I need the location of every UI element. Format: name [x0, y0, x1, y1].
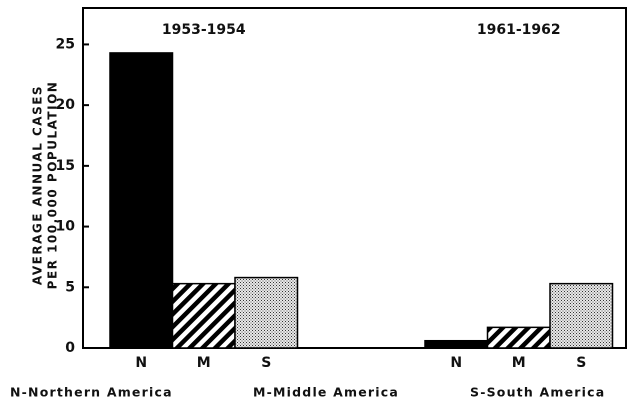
x-tick-label: N [135, 355, 147, 371]
y-tick-label: 25 [56, 36, 75, 52]
x-tick-label: N [450, 355, 462, 371]
y-tick-label: 20 [56, 97, 76, 113]
y-tick-label: 5 [65, 279, 75, 295]
x-tick-label: M [512, 355, 526, 371]
bar [549, 282, 614, 349]
bar [234, 276, 299, 349]
y-tick-label: 15 [56, 158, 75, 174]
y-axis-label: AVERAGE ANNUAL CASES [31, 85, 45, 285]
bar [424, 339, 489, 349]
x-tick-label: M [197, 355, 211, 371]
bar [109, 52, 174, 349]
y-tick-label: 0 [65, 340, 75, 356]
group-label: 1961-1962 [477, 22, 561, 38]
footnote: S-South America [470, 385, 605, 400]
footnote: M-Middle America [253, 385, 399, 400]
x-tick-label: S [261, 355, 271, 371]
bar [171, 282, 236, 349]
footnote: N-Northern America [10, 385, 173, 400]
plot-frame [82, 7, 627, 349]
group-label: 1953-1954 [162, 22, 246, 38]
y-tick-label: 10 [56, 219, 76, 235]
bar [486, 326, 551, 349]
x-tick-label: S [576, 355, 586, 371]
y-axis-label: PER 100,000 POPULATION [46, 81, 60, 290]
